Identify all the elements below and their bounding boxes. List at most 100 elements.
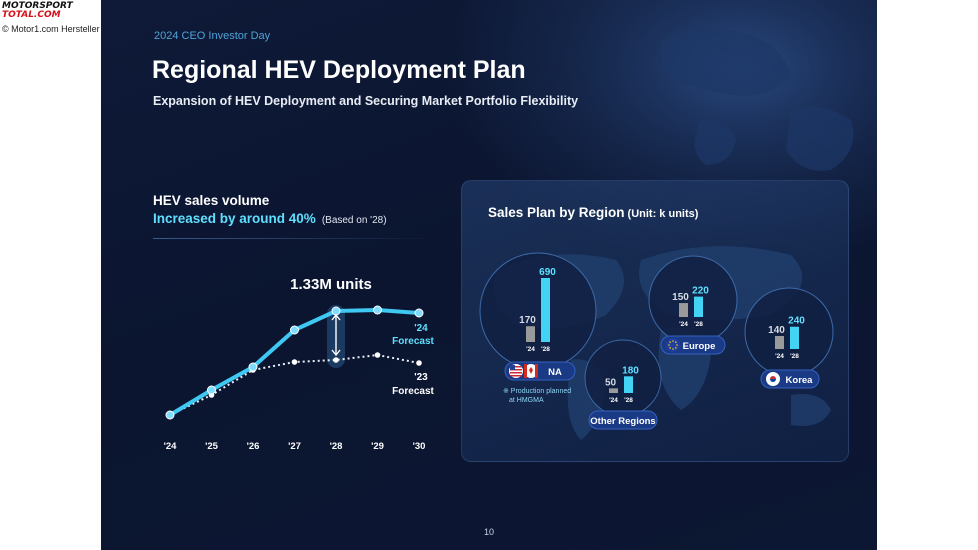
x-tick-label: '26: [247, 441, 260, 452]
korea-bar: [775, 336, 784, 349]
korea-x-label: '28: [790, 353, 799, 360]
canada-flag-leaf: [529, 367, 533, 374]
arrow-down-head: [331, 349, 341, 357]
series-2024-point: [248, 362, 258, 372]
eu-flag-icon: [666, 338, 680, 352]
series-2024-point: [373, 305, 382, 315]
us-flag-canton: [510, 365, 515, 370]
x-tick-label: '30: [413, 441, 426, 452]
na-circle: [479, 252, 597, 370]
us-flag-stripe: [510, 375, 522, 377]
us-flag-icon: [509, 364, 523, 378]
na-x-label: '28: [541, 346, 550, 353]
series-2023-point: [291, 359, 298, 365]
eu-flag-star: [676, 344, 678, 346]
x-tick-label: '24: [164, 441, 178, 452]
sales-plan-title: Sales Plan by Region (Unit: k units): [488, 205, 699, 220]
na-x-label: '24: [526, 346, 535, 353]
series-2024-point: [331, 306, 341, 316]
other-regions-circle: [584, 339, 662, 417]
motorsport-total-logo: MOTORSPORT TOTAL.COM: [2, 1, 73, 20]
europe-bar: [694, 296, 703, 317]
na-bar: [526, 326, 535, 342]
canada-flag-icon: [524, 364, 538, 378]
other-regions-x-label: '24: [609, 397, 618, 404]
eu-flag-star: [672, 340, 674, 342]
korea-x-label: '24: [775, 353, 784, 360]
europe-circle: [648, 255, 738, 345]
photo-credit: © Motor1.com Hersteller: [2, 24, 100, 34]
series-2024-point: [414, 308, 424, 318]
event-label: 2024 CEO Investor Day: [154, 30, 271, 42]
europe-x-label: '24: [679, 321, 688, 328]
region-bar-charts: 170 '24 690 '28 50 '24 180 '28 150 '24 220 '28 140 '2…: [479, 246, 834, 440]
series-2024-label-year: '24: [414, 323, 428, 334]
series-2023-label-year: '23: [414, 372, 428, 383]
eu-flag-star: [669, 347, 671, 349]
korea-flag-red: [770, 376, 776, 379]
canada-flag-left: [524, 364, 527, 378]
watermark: MOTORSPORT TOTAL.COM © Motor1.com Herste…: [2, 1, 102, 35]
eu-flag-star: [675, 341, 677, 343]
europe-bar: [679, 303, 688, 317]
korea-label: Korea: [786, 375, 814, 386]
other-regions-bar: [609, 388, 618, 393]
korea-bar: [790, 326, 799, 349]
other-regions-pill: [588, 410, 658, 430]
us-flag-stripe: [510, 369, 522, 371]
other-regions-value-label: 180: [622, 365, 639, 376]
page-title: Regional HEV Deployment Plan: [152, 56, 526, 84]
annotation-label: 1.33M units: [290, 276, 372, 293]
series-2024-label-text: Forecast: [392, 336, 434, 347]
x-tick-label: '27: [288, 441, 301, 452]
korea-value-label: 140: [768, 325, 785, 336]
na-note-line1: ※ Production planned: [503, 388, 571, 395]
europe-value-label: 220: [692, 286, 709, 297]
korea-value-label: 240: [788, 316, 805, 327]
page-number: 10: [484, 527, 495, 537]
hev-increase-note: (Based on '28): [321, 215, 387, 226]
korea-flag-icon: [766, 372, 780, 386]
na-label: NA: [548, 367, 562, 378]
other-regions-x-label: '28: [624, 397, 633, 404]
x-tick-label: '25: [205, 441, 219, 452]
series-2023-point: [333, 357, 339, 363]
us-flag-stripe: [510, 372, 522, 374]
other-regions-bar: [624, 376, 633, 393]
na-note-line2: at HMGMA: [509, 397, 544, 404]
eu-flag-star: [669, 341, 671, 343]
us-flag-stripe: [510, 366, 522, 368]
series-2024-point: [165, 410, 175, 420]
europe-label: Europe: [683, 341, 716, 352]
presentation-slide: 2024 CEO Investor Day Regional HEV Deplo…: [101, 0, 877, 550]
na-bar: [541, 278, 550, 342]
europe-value-label: 150: [672, 292, 689, 303]
korea-circle: [744, 287, 834, 377]
na-value-label: 690: [539, 267, 556, 278]
series-2023-label-text: Forecast: [392, 386, 434, 397]
series-2023-point: [416, 360, 422, 366]
korea-flag-blue: [770, 379, 776, 382]
europe-x-label: '28: [694, 321, 703, 328]
eu-flag-star: [672, 348, 674, 350]
hev-line-chart: 1.33M units '24 Forecast '23 Forecast '24 '25 '…: [164, 276, 435, 452]
background-globe-icon: [511, 0, 877, 220]
page-subtitle: Expansion of HEV Deployment and Securing…: [153, 94, 579, 108]
hev-increase-text: Increased by around 40% (Based on '28): [153, 211, 387, 226]
hev-sales-heading: HEV sales volume: [153, 193, 270, 208]
na-pill: [504, 361, 576, 381]
other-regions-value-label: 50: [605, 377, 617, 388]
series-2024-point: [207, 385, 216, 395]
other-regions-label: Other Regions: [590, 416, 655, 427]
map-australia: [791, 394, 831, 426]
sales-plan-unit: (Unit: k units): [627, 208, 699, 220]
x-tick-label: '28: [330, 441, 343, 452]
divider: [153, 238, 439, 239]
series-2023-point: [374, 352, 381, 358]
eu-flag-star: [668, 344, 670, 346]
na-value-label: 170: [519, 315, 536, 326]
series-2024-point: [290, 325, 299, 335]
eu-flag-star: [675, 347, 677, 349]
eu-flag-base: [666, 338, 680, 352]
canada-flag-right: [535, 364, 538, 378]
